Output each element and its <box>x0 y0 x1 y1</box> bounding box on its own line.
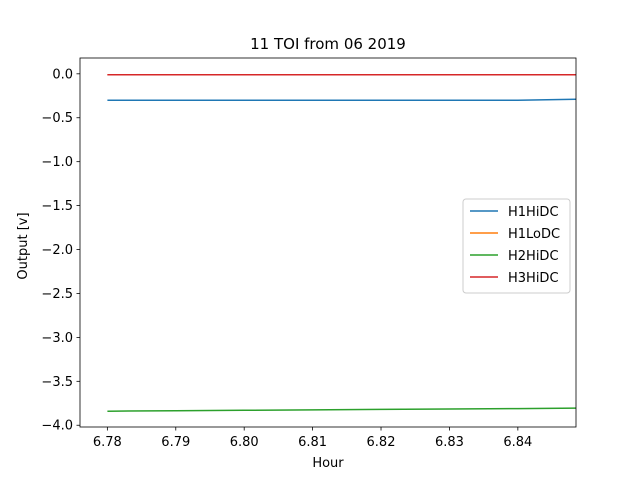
series-line-h1hidc <box>107 98 577 101</box>
legend-label: H2HiDC <box>508 249 559 264</box>
y-tick-label: −3.0 <box>41 331 73 346</box>
x-axis-label: Hour <box>312 456 344 471</box>
x-tick-label: 6.84 <box>503 435 532 450</box>
x-tick-label: 6.82 <box>367 435 396 450</box>
y-tick-label: 0.0 <box>52 67 73 82</box>
legend-label: H1LoDC <box>508 227 560 242</box>
x-tick-label: 6.81 <box>298 435 327 450</box>
plot-frame <box>79 57 577 428</box>
y-tick-label: −1.0 <box>41 155 73 170</box>
x-tick-label: 6.83 <box>435 435 464 450</box>
legend: H1HiDC H1LoDC H2HiDC H3HiDC <box>462 198 571 294</box>
y-tick-label: −3.5 <box>41 375 73 390</box>
y-tick-label: −1.5 <box>41 199 73 214</box>
x-tick-label: 6.78 <box>93 435 122 450</box>
series-line-h2hidc <box>107 407 577 412</box>
y-tick-label: −2.5 <box>41 287 73 302</box>
x-tick-label: 6.79 <box>161 435 190 450</box>
y-tick-label: −0.5 <box>41 111 73 126</box>
x-tick-label: 6.80 <box>230 435 259 450</box>
plot-area <box>107 73 577 412</box>
y-tick-label: −4.0 <box>41 419 73 434</box>
legend-box <box>462 198 571 294</box>
y-tick-label: −2.0 <box>41 243 73 258</box>
y-axis-label: Output [v] <box>16 212 31 279</box>
legend-label: H1HiDC <box>508 205 559 220</box>
axes: 6.78 6.79 6.80 6.81 6.82 6.83 6.84 0.0 −0.5 −1.0 −… <box>41 57 577 450</box>
legend-label: H3HiDC <box>508 271 559 286</box>
chart-title: 11 TOI from 06 2019 <box>250 35 406 53</box>
